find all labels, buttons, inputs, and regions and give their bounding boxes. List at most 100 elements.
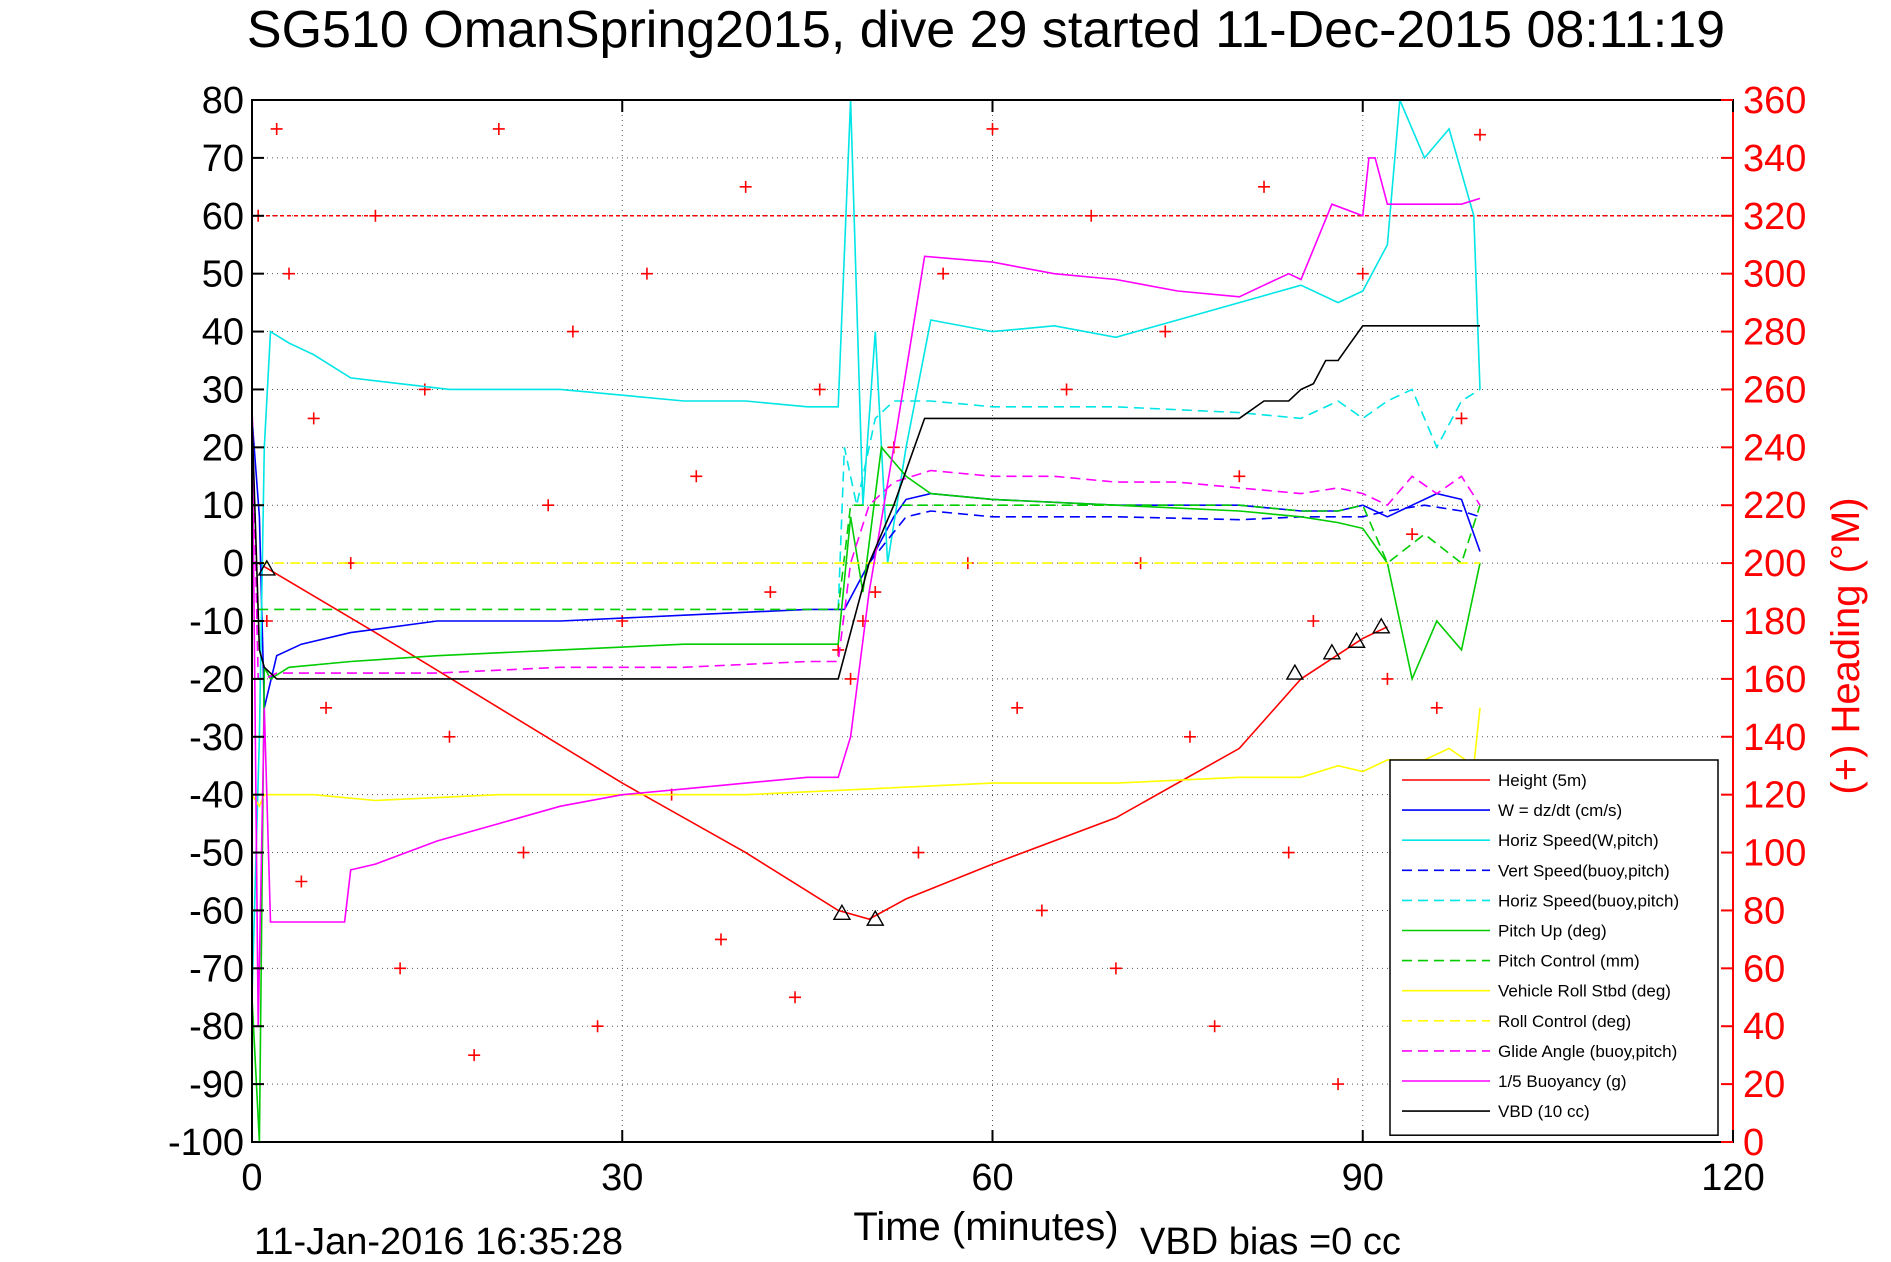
y-tick-label-left: -80: [189, 1006, 244, 1048]
legend-label: Roll Control (deg): [1498, 1012, 1631, 1031]
heading-marker: [270, 122, 283, 135]
x-tick-label: 120: [1701, 1157, 1764, 1199]
y-tick-label-left: 20: [202, 427, 244, 469]
y-tick-label-right: 100: [1743, 833, 1806, 875]
legend-label: Horiz Speed(buoy,pitch): [1498, 891, 1679, 910]
y-tick-label-left: 10: [202, 485, 244, 527]
y-tick-label-right: 160: [1743, 659, 1806, 701]
heading-marker: [986, 122, 999, 135]
heading-marker: [1307, 615, 1320, 627]
legend-label: Glide Angle (buoy,pitch): [1498, 1042, 1677, 1061]
triangle-marker: [832, 903, 852, 921]
legend: Height (5m) W = dz/dt (cm/s) Horiz Speed(W…: [1389, 759, 1719, 1136]
heading-marker: [418, 383, 431, 396]
y-tick-label-left: -30: [189, 717, 244, 759]
heading-marker: [1233, 470, 1246, 483]
y-tick-label-left: 50: [202, 254, 244, 296]
plot-area: 0 30 60 90 12080706050403020100-10-20-30-40-…: [168, 80, 1806, 1199]
legend-label: Height (5m): [1498, 771, 1587, 790]
x-tick-label: 90: [1342, 1157, 1384, 1199]
heading-marker: [320, 701, 333, 714]
y-tick-label-left: -100: [168, 1122, 244, 1164]
heading-marker: [492, 122, 505, 135]
heading-marker: [789, 991, 802, 1004]
y-tick-label-left: 80: [202, 80, 244, 122]
legend-label: Pitch Up (deg): [1498, 922, 1607, 941]
heading-marker: [1159, 325, 1172, 338]
footer-date: 11-Jan-2016 16:35:28: [254, 1221, 623, 1262]
y-tick-label-left: 60: [202, 196, 244, 238]
heading-marker: [1183, 730, 1196, 743]
heading-marker: [1085, 209, 1098, 222]
series-line-5: [251, 445, 1481, 1143]
y-tick-label-left: 30: [202, 369, 244, 411]
heading-marker: [937, 267, 950, 280]
series-line-9: [251, 400, 1481, 680]
footer-vbd-bias: VBD bias =0 cc: [1140, 1221, 1401, 1262]
y-tick-label-left: -10: [189, 601, 244, 643]
heading-marker: [307, 412, 320, 425]
heading-marker: [1332, 1078, 1345, 1091]
heading-marker: [844, 672, 857, 685]
y-tick-label-right: 280: [1743, 312, 1806, 354]
series-line-10: [251, 157, 1481, 1027]
heading-marker: [1208, 1020, 1221, 1033]
series-line-3: [868, 504, 1481, 564]
heading-marker: [1356, 267, 1369, 280]
heading-marker: [295, 875, 308, 888]
y-tick-label-right: 80: [1743, 890, 1785, 932]
series-line-0: [257, 562, 1388, 920]
y-tick-label-left: -20: [189, 659, 244, 701]
heading-marker: [283, 267, 296, 280]
heading-marker: [832, 643, 845, 656]
series-line-4: [837, 388, 1481, 610]
x-axis-label: Time (minutes): [853, 1205, 1118, 1249]
heading-marker: [1109, 962, 1122, 975]
y-tick-label-left: 40: [202, 312, 244, 354]
legend-label: W = dz/dt (cm/s): [1498, 801, 1622, 820]
y-tick-label-right: 40: [1743, 1006, 1785, 1048]
heading-marker: [517, 846, 530, 859]
heading-marker: [869, 586, 882, 599]
heading-marker: [1381, 672, 1394, 685]
heading-marker: [616, 615, 629, 627]
heading-marker: [566, 325, 579, 338]
legend-label: Vehicle Roll Stbd (deg): [1498, 982, 1671, 1001]
y-tick-label-left: 70: [202, 138, 244, 180]
y-tick-label-right: 180: [1743, 601, 1806, 643]
chart-title: SG510 OmanSpring2015, dive 29 started 11…: [247, 1, 1725, 59]
heading-marker: [912, 846, 925, 859]
series-line-11: [251, 324, 1480, 680]
heading-marker: [739, 180, 752, 193]
heading-marker: [443, 730, 456, 743]
y-tick-label-right: 200: [1743, 543, 1806, 585]
legend-label: 1/5 Buoyancy (g): [1498, 1072, 1627, 1091]
y-tick-label-right: 60: [1743, 948, 1785, 990]
y-tick-label-right: 320: [1743, 196, 1806, 238]
y-tick-label-right: 240: [1743, 427, 1806, 469]
y-tick-label-right: 340: [1743, 138, 1806, 180]
legend-label: Vert Speed(buoy,pitch): [1498, 861, 1670, 880]
y-tick-label-left: -50: [189, 833, 244, 875]
y-tick-label-left: -70: [189, 948, 244, 990]
heading-marker: [468, 1049, 481, 1062]
heading-marker: [369, 209, 382, 222]
triangle-marker: [1285, 663, 1305, 680]
heading-marker: [640, 267, 653, 280]
y-tick-label-right: 120: [1743, 775, 1806, 817]
right-axis-label: (+) Heading (°M): [1824, 497, 1868, 794]
y-tick-label-left: 0: [223, 543, 244, 585]
y-tick-label-right: 220: [1743, 485, 1806, 527]
heading-marker: [764, 586, 777, 599]
legend-label: VBD (10 cc): [1498, 1102, 1590, 1121]
y-tick-label-right: 300: [1743, 254, 1806, 296]
heading-marker: [1455, 412, 1468, 425]
y-tick-label-left: -60: [189, 890, 244, 932]
heading-marker: [1430, 701, 1443, 714]
y-tick-label-right: 140: [1743, 717, 1806, 759]
heading-marker: [1282, 846, 1295, 859]
triangle-marker: [1322, 643, 1342, 660]
legend-box: [1389, 759, 1719, 1136]
heading-marker: [1258, 180, 1271, 193]
